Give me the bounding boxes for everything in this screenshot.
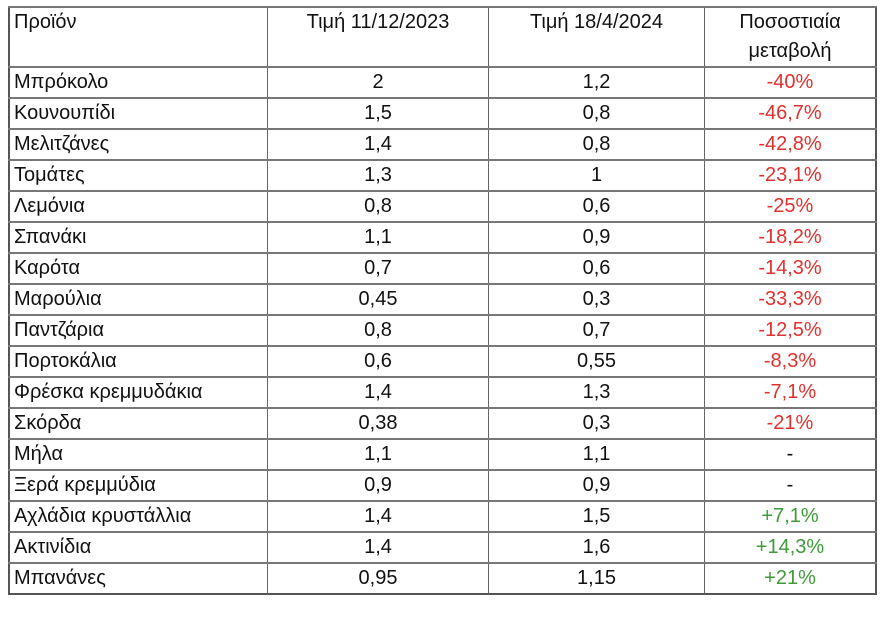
price-2024-cell: 0,7 xyxy=(488,314,705,347)
table-row: Λεμόνια 0,8 0,6 -25% xyxy=(8,190,877,223)
table-row: Μελιτζάνες 1,4 0,8 -42,8% xyxy=(8,128,877,161)
percent-change-cell: -8,3% xyxy=(704,345,877,378)
table-row: Φρέσκα κρεμμυδάκια 1,4 1,3 -7,1% xyxy=(8,376,877,409)
price-2023-cell: 1,1 xyxy=(267,438,489,471)
header-product: Προϊόν xyxy=(8,6,268,68)
price-2023-cell: 0,9 xyxy=(267,469,489,502)
product-cell: Μήλα xyxy=(8,438,268,471)
percent-change-cell: -14,3% xyxy=(704,252,877,285)
product-cell: Ξερά κρεμμύδια xyxy=(8,469,268,502)
price-2024-cell: 0,6 xyxy=(488,190,705,223)
table-row: Μπανάνες 0,95 1,15 +21% xyxy=(8,562,877,595)
price-2024-cell: 1,5 xyxy=(488,500,705,533)
table-row: Αχλάδια κρυστάλλια 1,4 1,5 +7,1% xyxy=(8,500,877,533)
price-2024-cell: 1,1 xyxy=(488,438,705,471)
product-cell: Μπανάνες xyxy=(8,562,268,595)
price-2024-cell: 0,9 xyxy=(488,469,705,502)
header-row: Προϊόν Τιμή 11/12/2023 Τιμή 18/4/2024 Πο… xyxy=(8,6,877,68)
table-row: Ακτινίδια 1,4 1,6 +14,3% xyxy=(8,531,877,564)
product-cell: Κουνουπίδι xyxy=(8,97,268,130)
product-cell: Λεμόνια xyxy=(8,190,268,223)
product-cell: Τομάτες xyxy=(8,159,268,192)
price-2023-cell: 1,4 xyxy=(267,500,489,533)
price-2024-cell: 1,3 xyxy=(488,376,705,409)
header-price-2023: Τιμή 11/12/2023 xyxy=(267,6,489,68)
header-price-2024: Τιμή 18/4/2024 xyxy=(488,6,705,68)
percent-change-cell: -42,8% xyxy=(704,128,877,161)
product-cell: Σπανάκι xyxy=(8,221,268,254)
price-2023-cell: 1,4 xyxy=(267,376,489,409)
price-2023-cell: 0,7 xyxy=(267,252,489,285)
price-2024-cell: 1,2 xyxy=(488,66,705,99)
table-row: Τομάτες 1,3 1 -23,1% xyxy=(8,159,877,192)
price-2024-cell: 0,6 xyxy=(488,252,705,285)
percent-change-cell: +7,1% xyxy=(704,500,877,533)
product-cell: Μπρόκολο xyxy=(8,66,268,99)
price-2024-cell: 1 xyxy=(488,159,705,192)
table-row: Καρότα 0,7 0,6 -14,3% xyxy=(8,252,877,285)
product-cell: Μαρούλια xyxy=(8,283,268,316)
price-2023-cell: 1,3 xyxy=(267,159,489,192)
price-2024-cell: 0,3 xyxy=(488,283,705,316)
percent-change-cell: +21% xyxy=(704,562,877,595)
price-2023-cell: 2 xyxy=(267,66,489,99)
product-cell: Φρέσκα κρεμμυδάκια xyxy=(8,376,268,409)
percent-change-cell: -33,3% xyxy=(704,283,877,316)
product-cell: Αχλάδια κρυστάλλια xyxy=(8,500,268,533)
percent-change-cell: -7,1% xyxy=(704,376,877,409)
percent-change-cell: -18,2% xyxy=(704,221,877,254)
product-cell: Καρότα xyxy=(8,252,268,285)
product-cell: Ακτινίδια xyxy=(8,531,268,564)
product-cell: Σκόρδα xyxy=(8,407,268,440)
percent-change-cell: -40% xyxy=(704,66,877,99)
price-change-table: Προϊόν Τιμή 11/12/2023 Τιμή 18/4/2024 Πο… xyxy=(8,6,877,595)
price-2023-cell: 0,6 xyxy=(267,345,489,378)
price-2023-cell: 1,5 xyxy=(267,97,489,130)
percent-change-cell: -46,7% xyxy=(704,97,877,130)
product-cell: Παντζάρια xyxy=(8,314,268,347)
table-row: Μαρούλια 0,45 0,3 -33,3% xyxy=(8,283,877,316)
header-percent-change: Ποσοστιαία μεταβολή xyxy=(704,6,877,68)
price-2024-cell: 1,15 xyxy=(488,562,705,595)
price-2024-cell: 0,9 xyxy=(488,221,705,254)
percent-change-cell: -23,1% xyxy=(704,159,877,192)
price-2023-cell: 1,1 xyxy=(267,221,489,254)
price-2024-cell: 0,3 xyxy=(488,407,705,440)
price-2023-cell: 0,8 xyxy=(267,190,489,223)
table-row: Μήλα 1,1 1,1- xyxy=(8,438,877,471)
price-2023-cell: 0,38 xyxy=(267,407,489,440)
table-row: Πορτοκάλια 0,6 0,55 -8,3% xyxy=(8,345,877,378)
percent-change-cell: - xyxy=(704,469,877,502)
percent-change-cell: -12,5% xyxy=(704,314,877,347)
price-2023-cell: 0,8 xyxy=(267,314,489,347)
price-2024-cell: 0,55 xyxy=(488,345,705,378)
table-row: Ξερά κρεμμύδια 0,9 0,9- xyxy=(8,469,877,502)
table-row: Σπανάκι 1,1 0,9 -18,2% xyxy=(8,221,877,254)
price-2024-cell: 0,8 xyxy=(488,97,705,130)
percent-change-cell: -25% xyxy=(704,190,877,223)
percent-change-cell: - xyxy=(704,438,877,471)
price-2023-cell: 0,45 xyxy=(267,283,489,316)
percent-change-cell: +14,3% xyxy=(704,531,877,564)
price-2023-cell: 1,4 xyxy=(267,128,489,161)
percent-change-cell: -21% xyxy=(704,407,877,440)
price-2024-cell: 0,8 xyxy=(488,128,705,161)
table-row: Σκόρδα 0,38 0,3 -21% xyxy=(8,407,877,440)
table-row: Παντζάρια 0,8 0,7 -12,5% xyxy=(8,314,877,347)
table-row: Κουνουπίδι 1,5 0,8 -46,7% xyxy=(8,97,877,130)
price-2023-cell: 0,95 xyxy=(267,562,489,595)
product-cell: Μελιτζάνες xyxy=(8,128,268,161)
product-cell: Πορτοκάλια xyxy=(8,345,268,378)
price-2023-cell: 1,4 xyxy=(267,531,489,564)
table-row: Μπρόκολο 2 1,2 -40% xyxy=(8,66,877,99)
price-2024-cell: 1,6 xyxy=(488,531,705,564)
